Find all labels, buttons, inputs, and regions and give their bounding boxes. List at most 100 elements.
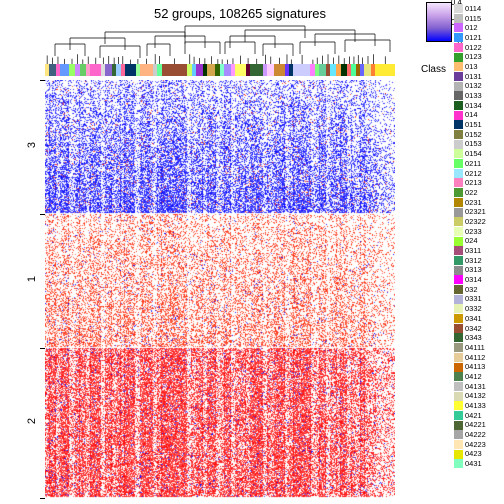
legend-swatch <box>454 275 463 284</box>
legend-text: 0233 <box>465 228 482 236</box>
legend-swatch <box>454 62 463 71</box>
legend-swatch <box>454 382 463 391</box>
legend-text: 02322 <box>465 218 486 226</box>
legend-text: 04221 <box>465 421 486 429</box>
legend-item: 0412 <box>454 372 502 381</box>
legend-swatch <box>454 266 463 275</box>
legend-text: 014 <box>465 111 478 119</box>
legend-text: 0312 <box>465 257 482 265</box>
legend-swatch <box>454 82 463 91</box>
legend-text: 0123 <box>465 53 482 61</box>
legend-swatch <box>454 353 463 362</box>
legend-text: 04131 <box>465 383 486 391</box>
legend-text: 0115 <box>465 15 481 23</box>
legend-text: 032 <box>465 286 478 294</box>
legend-swatch <box>454 440 463 449</box>
legend-text: 0231 <box>465 199 482 207</box>
legend-swatch <box>454 130 463 139</box>
legend-item: 0233 <box>454 227 502 236</box>
legend-swatch <box>454 149 463 158</box>
legend-item: 012 <box>454 23 502 32</box>
legend-swatch <box>454 343 463 352</box>
legend-text: 0421 <box>465 412 482 420</box>
legend-item: 0332 <box>454 304 502 313</box>
class-segment <box>207 64 216 76</box>
legend-item: 0134 <box>454 101 502 110</box>
legend-swatch <box>454 14 463 23</box>
row-cluster-label: 1 <box>26 259 38 299</box>
legend-item: 0312 <box>454 256 502 265</box>
legend-item: 0314 <box>454 275 502 284</box>
legend-text: 0211 <box>465 160 481 168</box>
row-cluster-label: 2 <box>26 401 38 441</box>
legend-swatch <box>454 169 463 178</box>
row-tick <box>40 498 45 499</box>
legend-text: 0121 <box>465 34 482 42</box>
legend-text: 013 <box>465 63 478 71</box>
legend-item: 02321 <box>454 207 502 216</box>
legend-swatch <box>454 33 463 42</box>
legend-swatch <box>454 91 463 100</box>
legend-text: 0311 <box>465 247 481 255</box>
legend-item: 02322 <box>454 217 502 226</box>
legend-item: 04221 <box>454 421 502 430</box>
class-legend: 0114011501201210122012301301310132013301… <box>454 4 502 500</box>
legend-item: 0431 <box>454 459 502 468</box>
legend-text: 024 <box>465 237 478 245</box>
legend-swatch <box>454 401 463 410</box>
legend-item: 04131 <box>454 382 502 391</box>
legend-text: 0431 <box>465 460 482 468</box>
legend-swatch <box>454 372 463 381</box>
row-tick <box>40 348 45 349</box>
legend-text: 012 <box>465 24 478 32</box>
legend-swatch <box>454 314 463 323</box>
row-cluster-label: 3 <box>26 125 38 165</box>
legend-swatch <box>454 101 463 110</box>
colorbar <box>426 2 452 42</box>
legend-item: 0213 <box>454 178 502 187</box>
legend-swatch <box>454 111 463 120</box>
legend-item: 0151 <box>454 120 502 129</box>
legend-item: 0313 <box>454 266 502 275</box>
legend-item: 0342 <box>454 324 502 333</box>
legend-text: 0114 <box>465 5 481 13</box>
legend-item: 0115 <box>454 14 502 23</box>
chart-title: 52 groups, 108265 signatures <box>100 6 380 21</box>
legend-text: 0122 <box>465 44 482 52</box>
legend-item: 024 <box>454 237 502 246</box>
class-segment <box>375 64 394 76</box>
legend-item: 0131 <box>454 72 502 81</box>
row-tick <box>40 80 45 81</box>
legend-text: 0134 <box>465 102 482 110</box>
legend-swatch <box>454 333 463 342</box>
class-segment <box>274 64 285 76</box>
legend-swatch <box>454 304 463 313</box>
legend-text: 0213 <box>465 179 482 187</box>
row-cluster-labels: 3 1 2 <box>22 80 42 498</box>
legend-swatch <box>454 363 463 372</box>
class-segment <box>60 64 69 76</box>
class-annotation-bar <box>45 64 395 76</box>
legend-item: 0311 <box>454 246 502 255</box>
legend-text: 0151 <box>465 121 482 129</box>
legend-swatch <box>454 246 463 255</box>
legend-item: 0152 <box>454 130 502 139</box>
class-segment <box>125 64 136 76</box>
class-segment <box>250 64 263 76</box>
legend-text: 0153 <box>465 140 482 148</box>
legend-item: 0121 <box>454 33 502 42</box>
legend-text: 0332 <box>465 305 482 313</box>
legend-item: 013 <box>454 62 502 71</box>
legend-text: 0314 <box>465 276 482 284</box>
legend-item: 04132 <box>454 392 502 401</box>
legend-swatch <box>454 411 463 420</box>
heatmap-canvas <box>45 80 395 498</box>
legend-text: 0212 <box>465 170 482 178</box>
legend-item: 0331 <box>454 295 502 304</box>
legend-text: 0131 <box>465 73 482 81</box>
legend-swatch <box>454 53 463 62</box>
legend-item: 0341 <box>454 314 502 323</box>
legend-item: 0154 <box>454 149 502 158</box>
legend-text: 0423 <box>465 450 482 458</box>
class-segment <box>235 64 246 76</box>
